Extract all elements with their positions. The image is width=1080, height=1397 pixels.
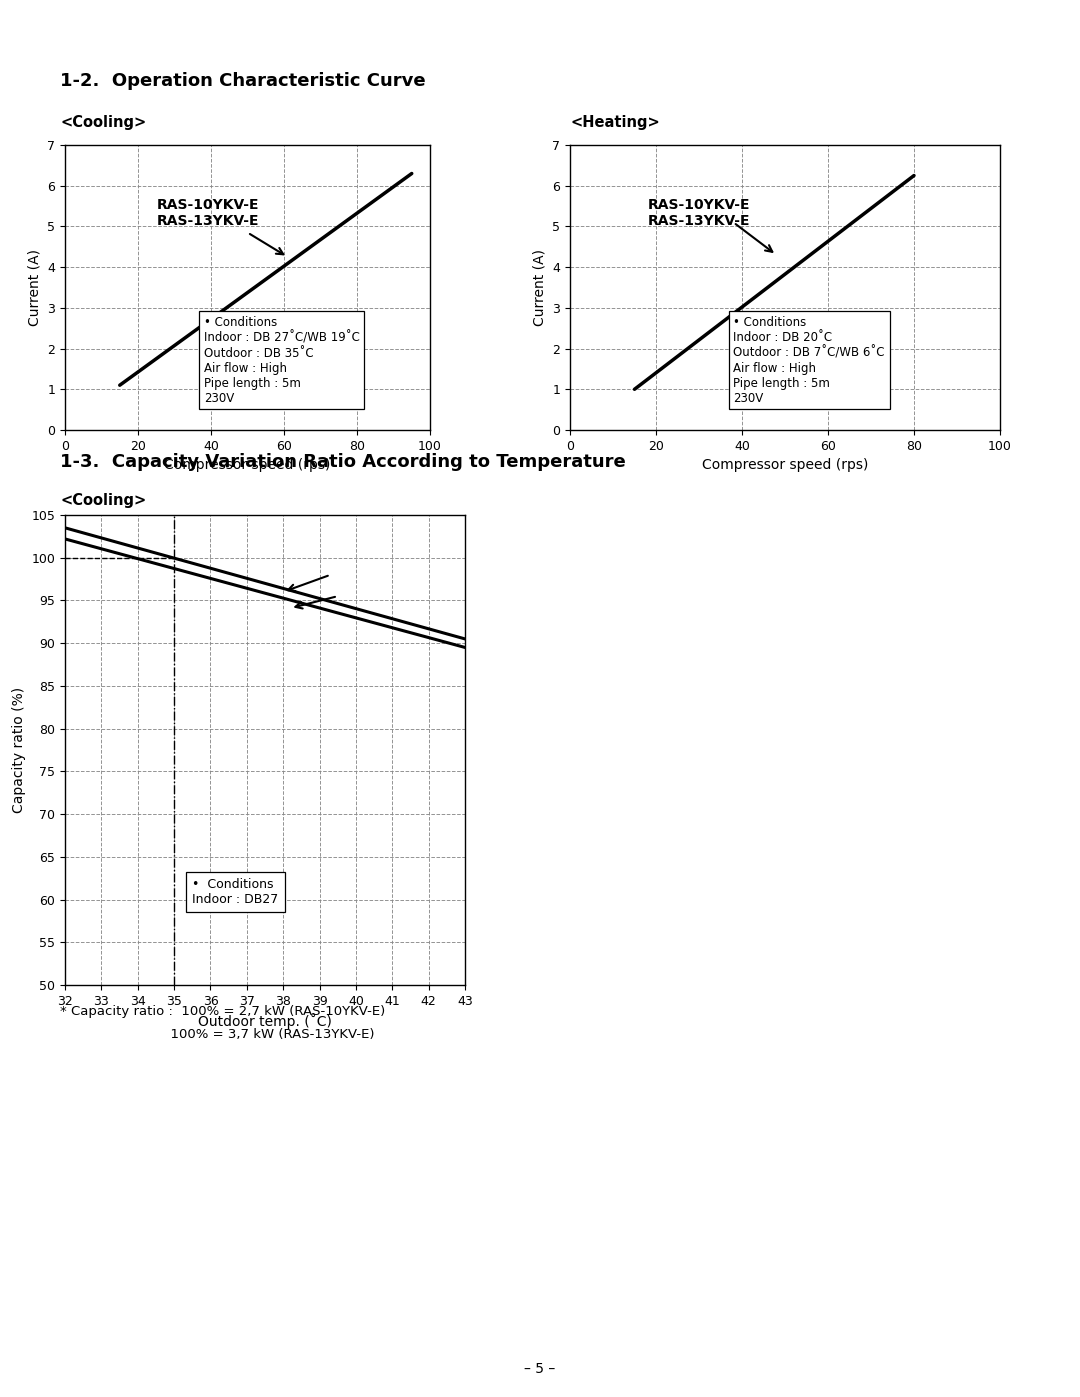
Text: • Conditions
Indoor : DB 27˚C/WB 19˚C
Outdoor : DB 35˚C
Air flow : High
Pipe len: • Conditions Indoor : DB 27˚C/WB 19˚C Ou… — [204, 316, 360, 405]
X-axis label: Compressor speed (rps): Compressor speed (rps) — [164, 458, 330, 472]
Text: <Heating>: <Heating> — [570, 115, 660, 130]
Text: * Capacity ratio :  100% = 2,7 kW (RAS-10YKV-E): * Capacity ratio : 100% = 2,7 kW (RAS-10… — [60, 1004, 386, 1018]
Text: 1-2.  Operation Characteristic Curve: 1-2. Operation Characteristic Curve — [60, 73, 426, 89]
Y-axis label: Current (A): Current (A) — [532, 249, 546, 326]
Text: •  Conditions
Indoor : DB27: • Conditions Indoor : DB27 — [192, 879, 279, 907]
Text: <Cooling>: <Cooling> — [60, 493, 146, 509]
Text: <Cooling>: <Cooling> — [60, 115, 146, 130]
X-axis label: Outdoor temp. (˚C): Outdoor temp. (˚C) — [198, 1013, 332, 1030]
Text: • Conditions
Indoor : DB 20˚C
Outdoor : DB 7˚C/WB 6˚C
Air flow : High
Pipe lengt: • Conditions Indoor : DB 20˚C Outdoor : … — [733, 316, 885, 405]
Text: RAS-10YKV-E
RAS-13YKV-E: RAS-10YKV-E RAS-13YKV-E — [157, 198, 259, 228]
X-axis label: Compressor speed (rps): Compressor speed (rps) — [702, 458, 868, 472]
Text: 100% = 3,7 kW (RAS-13YKV-E): 100% = 3,7 kW (RAS-13YKV-E) — [60, 1028, 375, 1041]
Text: RAS-10YKV-E
RAS-13YKV-E: RAS-10YKV-E RAS-13YKV-E — [647, 198, 750, 228]
Y-axis label: Capacity ratio (%): Capacity ratio (%) — [12, 687, 26, 813]
Y-axis label: Current (A): Current (A) — [28, 249, 42, 326]
Text: 1-3.  Capacity Variation Ratio According to Temperature: 1-3. Capacity Variation Ratio According … — [60, 453, 625, 471]
Text: – 5 –: – 5 – — [525, 1362, 555, 1376]
